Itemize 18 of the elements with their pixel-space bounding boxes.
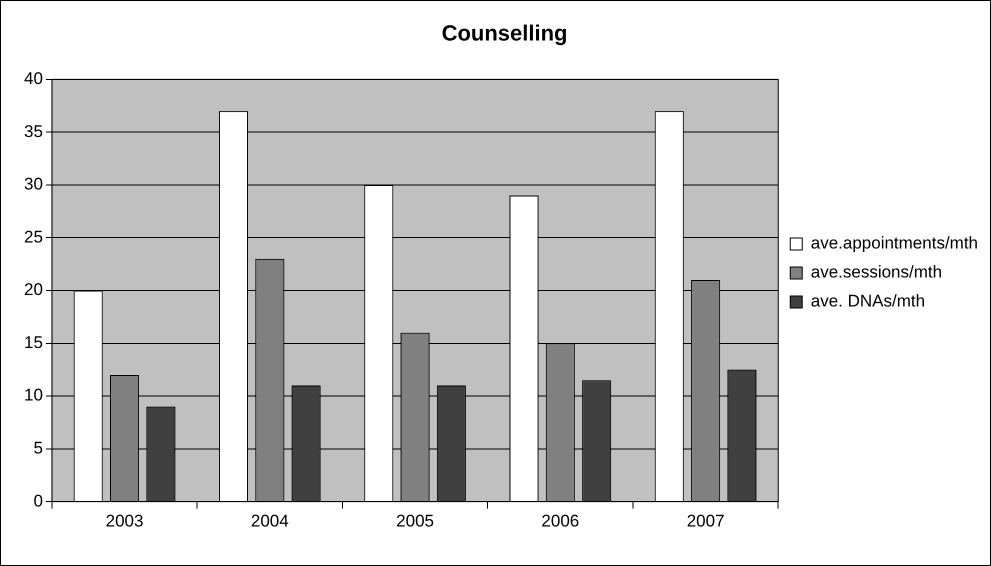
y-tick-label: 20 xyxy=(24,280,43,300)
x-tick-label: 2007 xyxy=(686,511,725,530)
chart-title: Counselling xyxy=(442,20,568,46)
y-tick-label: 35 xyxy=(24,122,43,141)
x-tick-label: 2003 xyxy=(106,511,144,530)
x-tick-label: 2004 xyxy=(250,511,289,530)
x-tick-label: 2005 xyxy=(396,511,434,530)
y-tick-label: 40 xyxy=(24,69,43,88)
y-tick-label: 5 xyxy=(33,438,43,458)
y-tick-label: 0 xyxy=(33,491,43,510)
y-tick-label: 15 xyxy=(24,332,43,352)
y-tick-label: 25 xyxy=(24,227,43,246)
legend-label: ave. DNAs/mth xyxy=(810,292,926,311)
x-tick-label: 2006 xyxy=(541,511,580,530)
y-tick-label: 30 xyxy=(24,174,43,194)
legend-label: ave.appointments/mth xyxy=(810,234,978,253)
legend-label: ave.sessions/mth xyxy=(810,262,942,282)
y-tick-label: 10 xyxy=(24,386,43,405)
